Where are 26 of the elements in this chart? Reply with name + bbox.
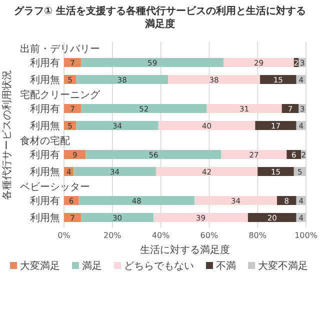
x-axis-title: 生活に対する満足度 <box>140 244 230 256</box>
x-tick-label: 0% <box>58 231 71 240</box>
legend-label: どちらでもない <box>124 261 194 272</box>
legend-label: 大変不満足 <box>258 260 308 272</box>
x-tick-label: 20% <box>104 231 122 240</box>
x-tick-label: 100% <box>294 231 318 240</box>
y-tick-label: 利用無 <box>30 166 60 178</box>
x-tick-label: 40% <box>152 231 170 240</box>
y-tick-label: 利用無 <box>30 74 60 86</box>
y-tick-label: 利用有 <box>30 57 60 69</box>
y-tick-label: 利用無 <box>30 212 60 224</box>
y-tick-label: 利用有 <box>30 149 60 161</box>
annotation: 食材の宅配 <box>20 135 70 147</box>
x-tick-label: 80% <box>248 231 267 240</box>
annotation: 宅配クリーニング <box>20 89 101 101</box>
y-tick-label: 利用有 <box>30 195 60 207</box>
legend-label: 満足 <box>82 260 102 272</box>
x-tick-label: 60% <box>200 231 218 240</box>
annotation: 出前・デリバリー <box>20 43 100 55</box>
legend-label: 大変満足 <box>20 260 60 272</box>
y-tick-label: 利用無 <box>30 120 60 132</box>
annotation: ベビーシッター <box>20 182 90 193</box>
legend-label: 不満 <box>216 260 236 272</box>
title: グラフ① 生活を支援する各種代行サービスの利用と生活に対する満足度 <box>14 6 306 30</box>
y-tick-label: 利用有 <box>30 103 60 115</box>
y-axis-title: 各種代行サービスの利用状況 <box>1 70 13 200</box>
